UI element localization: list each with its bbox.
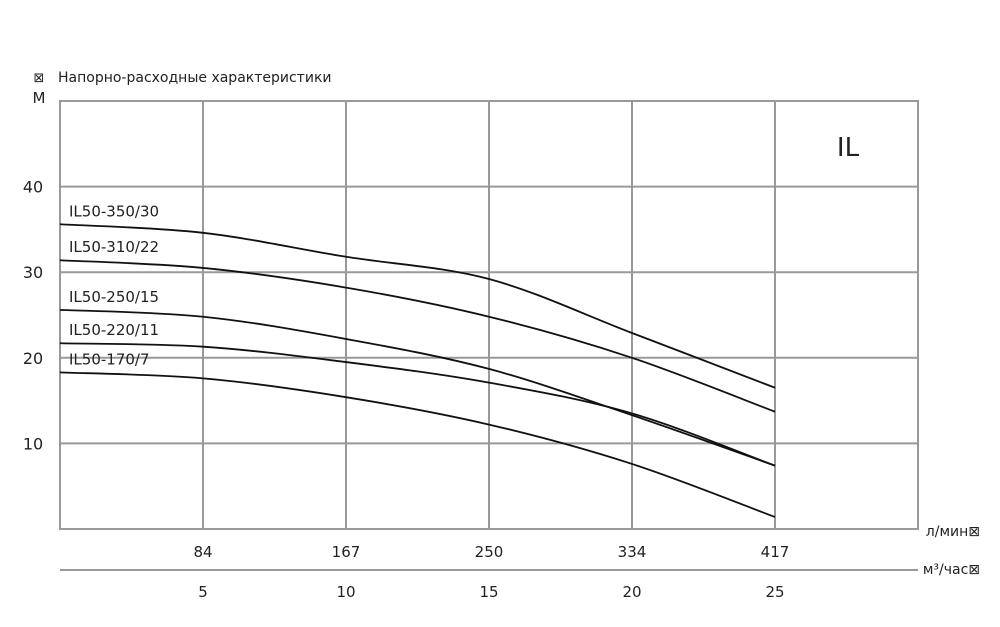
x-axis-label-lpm: л/мин⊠ [926,524,980,540]
y-unit-glyph: ⊠ [34,71,45,86]
x-tick-label-m3h: 25 [765,583,784,601]
x-tick-label-lpm: 417 [761,543,790,561]
x-tick-label-lpm: 167 [332,543,361,561]
x-tick-label-lpm: 84 [193,543,212,561]
curve-il50-220-11 [59,342,776,467]
y-tick-label: 10 [23,434,43,453]
x-tick-label-m3h: 20 [622,583,641,601]
curve-il50-250-15 [59,308,776,467]
curve-il50-170-7 [59,371,776,518]
series-label: IL50-220/11 [69,321,159,339]
chart-title: Напорно-расходные характеристики [58,70,332,86]
y-tick-label: 30 [23,263,43,282]
x-tick-label-m3h: 15 [479,583,498,601]
series-label: IL50-350/30 [69,202,159,220]
curve-il50-350-30 [59,223,776,389]
y-tick-label: 20 [23,349,43,368]
x-tick-label-lpm: 334 [618,543,647,561]
y-axis-label: М [33,89,46,107]
y-tick-label: 40 [23,178,43,197]
series-label: IL50-310/22 [69,238,159,256]
x-tick-label-m3h: 10 [336,583,355,601]
x-tick-label-m3h: 5 [198,583,208,601]
brand-label: IL [837,133,860,163]
x-tick-label-lpm: 250 [475,543,504,561]
series-label: IL50-250/15 [69,288,159,306]
x-axis-label-m3h: м³/час⊠ [923,562,980,578]
series-label: IL50-170/7 [69,350,150,368]
curve-il50-310-22 [59,259,776,413]
